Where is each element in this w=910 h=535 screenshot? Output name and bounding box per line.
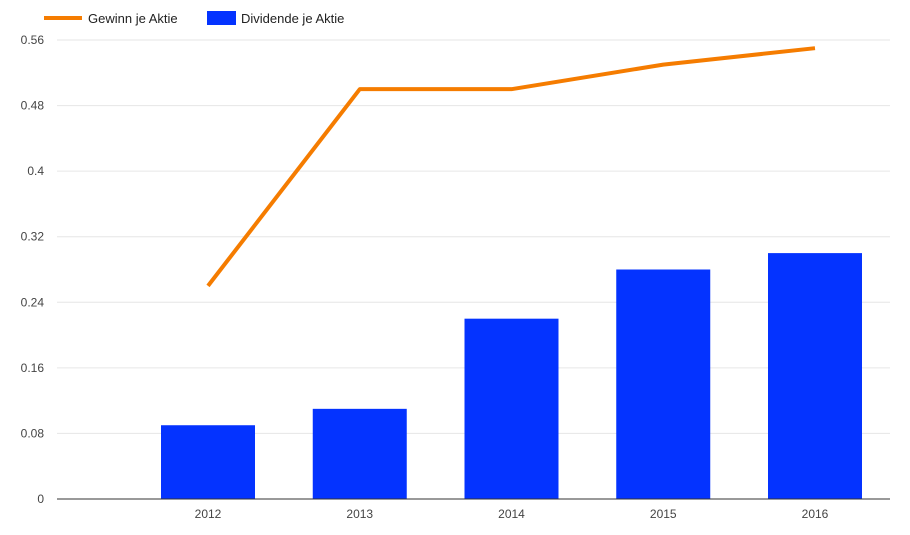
y-tick-label: 0.4 — [27, 164, 44, 178]
y-axis: 0 0.08 0.16 0.24 0.32 0.4 0.48 0.56 — [21, 33, 45, 506]
line-path — [206, 46, 816, 288]
legend-label-bar: Dividende je Aktie — [241, 11, 344, 26]
legend-swatch-bar — [207, 11, 236, 25]
x-tick-label: 2012 — [195, 507, 222, 521]
x-tick-label: 2016 — [802, 507, 829, 521]
y-tick-label: 0.32 — [21, 230, 45, 244]
y-tick-label: 0.56 — [21, 33, 45, 47]
bar — [464, 318, 559, 499]
bar — [161, 425, 255, 499]
y-tick-label: 0.16 — [21, 361, 45, 375]
x-tick-label: 2015 — [650, 507, 677, 521]
legend-item-bar[interactable]: Dividende je Aktie — [207, 11, 344, 26]
y-tick-label: 0.24 — [21, 295, 45, 309]
y-tick-label: 0.08 — [21, 426, 45, 440]
bar — [768, 253, 862, 499]
x-tick-label: 2013 — [346, 507, 373, 521]
y-tick-label: 0.48 — [21, 99, 45, 113]
bar — [312, 408, 407, 499]
line-series — [206, 46, 816, 288]
bar-series — [161, 253, 862, 499]
y-tick-label: 0 — [37, 492, 44, 506]
legend-item-line[interactable]: Gewinn je Aktie — [44, 11, 178, 26]
legend-label-line: Gewinn je Aktie — [88, 11, 178, 26]
gridlines — [57, 39, 890, 434]
x-tick-label: 2014 — [498, 507, 525, 521]
legend: Gewinn je Aktie Dividende je Aktie — [44, 11, 344, 26]
bar — [616, 269, 711, 499]
x-axis: 2012 2013 2014 2015 2016 — [57, 498, 890, 521]
